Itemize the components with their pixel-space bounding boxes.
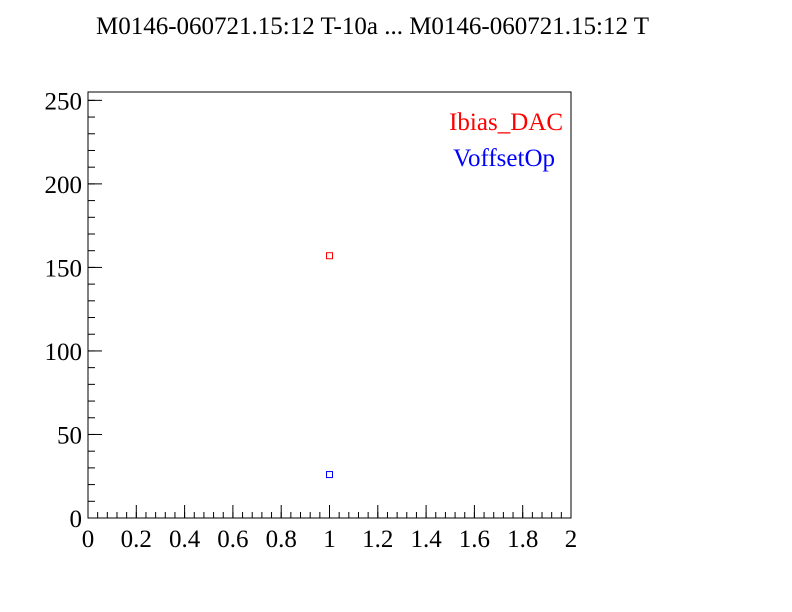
x-tick-label: 1 — [323, 526, 336, 553]
x-tick-label: 0 — [82, 526, 95, 553]
y-tick-label: 50 — [57, 422, 82, 449]
x-tick-label: 1.2 — [362, 526, 393, 553]
y-tick-label: 150 — [45, 255, 83, 282]
x-tick-label: 0.8 — [266, 526, 297, 553]
x-tick-label: 2 — [565, 526, 578, 553]
x-tick-label: 0.4 — [169, 526, 201, 553]
legend-entry-voffsetop: VoffsetOp — [453, 145, 555, 172]
data-point-ibias-dac — [326, 252, 333, 260]
y-tick-label: 0 — [70, 506, 83, 533]
legend-entry-ibias-dac: Ibias_DAC — [449, 109, 563, 136]
x-tick-label: 1.6 — [459, 526, 490, 553]
y-tick-label: 100 — [45, 339, 83, 366]
chart-title: M0146-060721.15:12 T-10a ... M0146-06072… — [96, 13, 649, 40]
x-tick-label: 0.6 — [217, 526, 248, 553]
data-point-voffsetop — [326, 471, 333, 479]
y-tick-label: 200 — [45, 172, 83, 199]
x-tick-label: 1.8 — [507, 526, 538, 553]
x-tick-label: 1.4 — [410, 526, 442, 553]
y-tick-label: 250 — [45, 88, 83, 115]
x-tick-label: 0.2 — [121, 526, 152, 553]
